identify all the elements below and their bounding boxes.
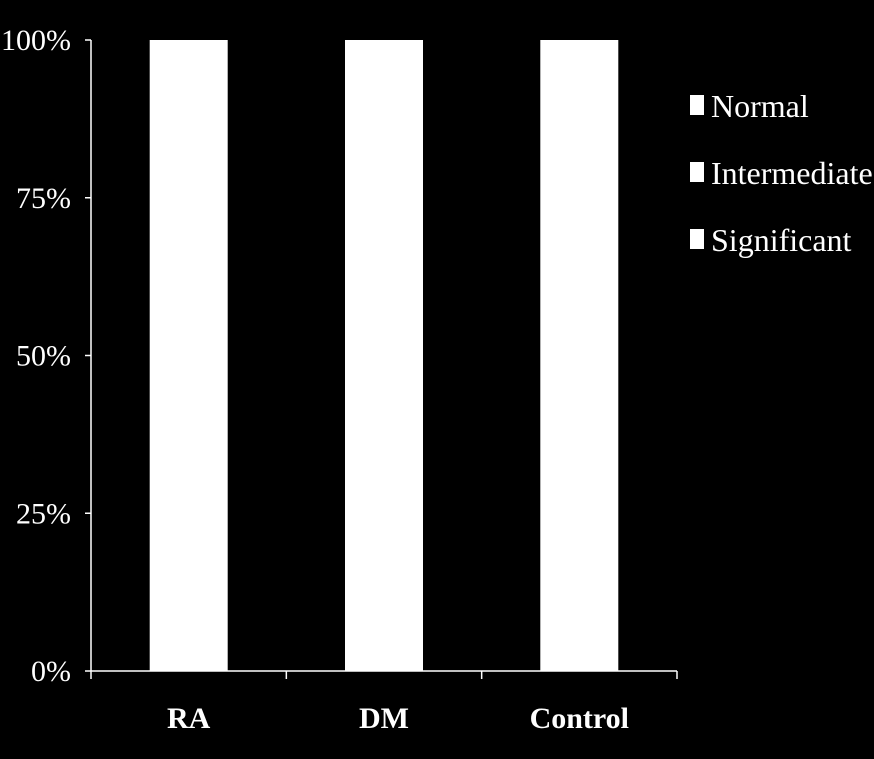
x-tick-label-control: Control bbox=[530, 702, 629, 735]
bar-ra-normal bbox=[149, 40, 228, 671]
axes-layer: 0% 25% 50% 75% 100% RA DM Control bbox=[1, 24, 678, 735]
y-tick-label: 0% bbox=[31, 655, 71, 688]
legend-label-significant: Significant bbox=[711, 222, 852, 258]
legend-label-intermediate: Intermediate bbox=[711, 155, 873, 191]
y-tick-label: 75% bbox=[16, 182, 71, 215]
bar-control-normal bbox=[540, 40, 619, 671]
x-tick-label-dm: DM bbox=[359, 702, 409, 735]
legend-swatch-normal bbox=[690, 95, 704, 115]
legend: Normal Intermediate Significant bbox=[690, 88, 873, 258]
legend-swatch-intermediate bbox=[690, 162, 704, 182]
y-tick-label: 100% bbox=[1, 24, 71, 57]
y-tick-label: 25% bbox=[16, 497, 71, 530]
legend-label-normal: Normal bbox=[711, 88, 809, 124]
bars-layer bbox=[149, 40, 619, 671]
legend-swatch-significant bbox=[690, 229, 704, 249]
y-tick-label: 50% bbox=[16, 340, 71, 373]
x-tick-label-ra: RA bbox=[167, 702, 211, 735]
bar-dm-normal bbox=[345, 40, 423, 671]
